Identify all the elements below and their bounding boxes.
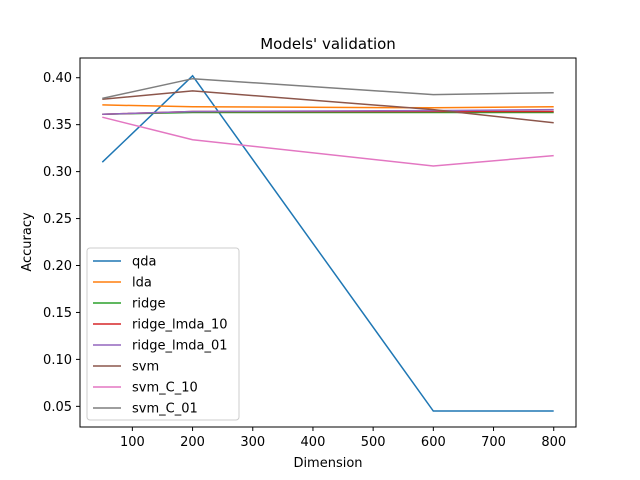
- legend: qda lda ridge ridge_lmda_10 ridge_lmda_01svm…: [86, 247, 240, 421]
- legend-frame: [86, 247, 240, 421]
- legend-label-ridge_lmda_10: ridge_lmda_10: [132, 318, 228, 333]
- y-tick-label: 0.15: [43, 306, 72, 321]
- chart-title: Models' validation: [260, 35, 396, 53]
- x-axis-label: Dimension: [293, 456, 362, 471]
- x-tick-label: 100: [120, 435, 145, 450]
- y-axis: 0.05 0.10 0.15 0.20 0.25 0.30 0.35 0.40: [43, 71, 80, 415]
- series-line-svm_C_10: [102, 116, 554, 167]
- series-line-svm_C_01: [102, 77, 554, 100]
- x-tick-label: 600: [421, 435, 446, 450]
- legend-label-svm_C_01: svm_C_01: [132, 402, 198, 417]
- x-axis: 100 200 300 400 500 600 700 800: [120, 427, 566, 450]
- series-line-qda: [101, 74, 554, 412]
- legend-label-lda: lda: [132, 276, 152, 291]
- legend-label-qda: qda: [132, 255, 156, 270]
- y-tick-label: 0.10: [43, 353, 72, 368]
- x-tick-label: 800: [541, 435, 566, 450]
- plot-area: [79, 57, 577, 428]
- y-tick-label: 0.05: [43, 400, 72, 415]
- x-tick-label: 300: [240, 435, 265, 450]
- y-tick-label: 0.20: [43, 259, 72, 274]
- y-axis-label: Accuracy: [20, 212, 35, 272]
- y-tick-label: 0.35: [43, 118, 72, 133]
- x-tick-label: 700: [481, 435, 506, 450]
- plot-frame: [79, 57, 577, 428]
- series-line-lda: [102, 104, 554, 109]
- y-tick-label: 0.40: [43, 71, 72, 86]
- series-line-ridge_lmda_01: [102, 108, 554, 116]
- legend-label-svm_C_10: svm_C_10: [132, 381, 198, 396]
- y-tick-label: 0.25: [43, 212, 72, 227]
- series-layer: [101, 74, 554, 412]
- x-tick-label: 200: [180, 435, 205, 450]
- legend-label-ridge: ridge: [132, 297, 165, 312]
- legend-label-ridge_lmda_01: ridge_lmda_01: [132, 339, 228, 354]
- x-tick-label: 500: [361, 435, 386, 450]
- series-line-svm: [102, 90, 554, 124]
- legend-label-svm: svm: [132, 360, 159, 375]
- y-tick-label: 0.30: [43, 165, 72, 180]
- x-tick-label: 400: [301, 435, 326, 450]
